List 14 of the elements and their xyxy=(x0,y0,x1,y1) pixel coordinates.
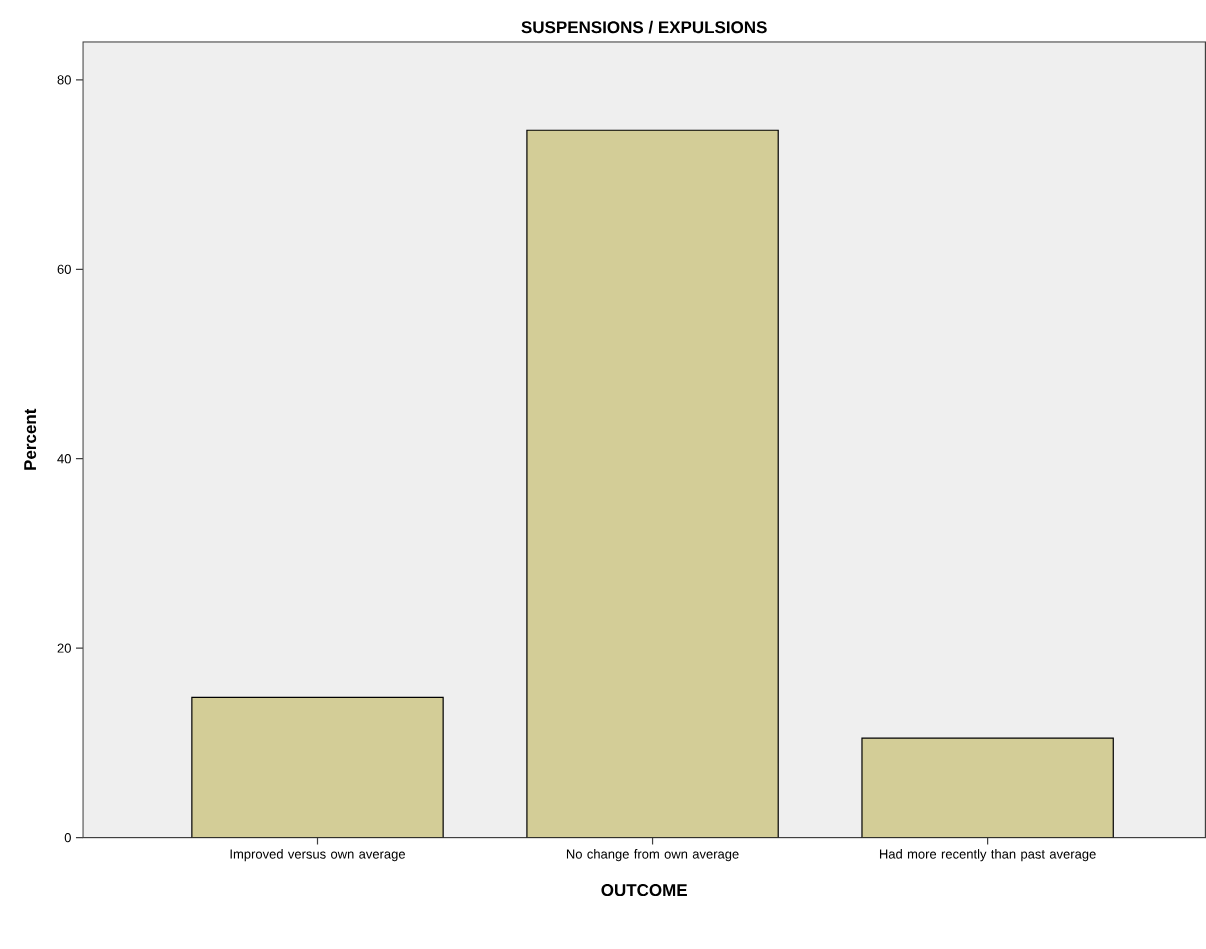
y-axis-title: Percent xyxy=(24,409,37,471)
y-tick-label: 0 xyxy=(64,833,71,843)
x-tick-label: Improved versus own average xyxy=(230,849,405,862)
y-tick-label: 40 xyxy=(57,454,71,464)
y-tick-label: 60 xyxy=(57,264,71,275)
bar xyxy=(526,129,779,838)
bar xyxy=(861,737,1114,838)
x-tick-label: No change from own average xyxy=(566,849,739,862)
x-axis-title: OUTCOME xyxy=(601,884,687,897)
y-tick-label: 20 xyxy=(57,643,71,653)
bar xyxy=(191,697,444,838)
x-tick-label: Had more recently than past average xyxy=(879,849,1096,862)
y-tick-label: 80 xyxy=(57,75,71,85)
chart-title: SUSPENSIONS / EXPULSIONS xyxy=(521,21,767,34)
